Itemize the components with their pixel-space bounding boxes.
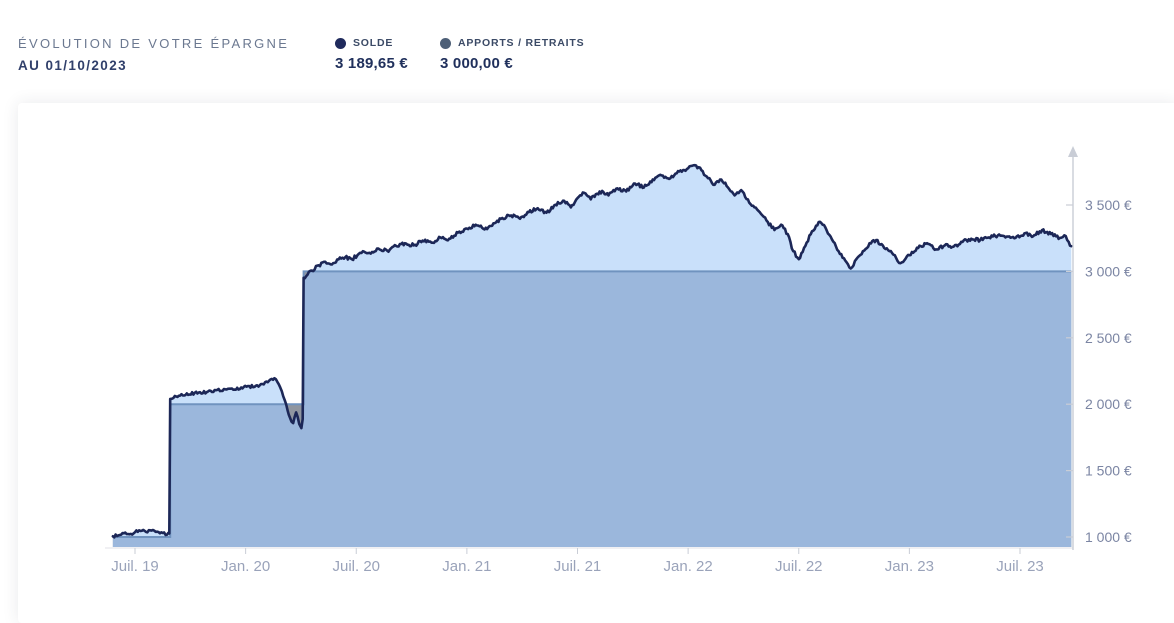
y-tick-label: 1 500 € [1085, 463, 1132, 479]
y-tick-label: 2 500 € [1085, 330, 1132, 346]
apports-line [112, 270, 1072, 538]
solde-line [111, 163, 1073, 539]
x-tick-label: Juil. 19 [111, 558, 159, 575]
legend-item-solde[interactable]: SOLDE 3 189,65 € [335, 37, 408, 72]
y-tick-label: 3 500 € [1085, 197, 1132, 213]
x-tick-label: Jan. 20 [221, 558, 270, 575]
y-tick-label: 1 000 € [1085, 529, 1132, 545]
page-header: ÉVOLUTION DE VOTRE ÉPARGNE AU 01/10/2023 [18, 36, 289, 73]
x-tick-label: Juil. 23 [996, 558, 1044, 575]
legend-row: APPORTS / RETRAITS [440, 37, 584, 49]
y-tick-label: 3 000 € [1085, 263, 1132, 279]
savings-area-chart[interactable]: Juil. 19 Jan. 20 Juil. 20 Jan. 21 Juil. 21 Ja… [18, 103, 1174, 603]
x-tick-label: Juil. 21 [554, 558, 602, 575]
savings-chart-card: Juil. 19 Jan. 20 Juil. 20 Jan. 21 Juil. 21 Ja… [18, 103, 1174, 623]
legend-row: SOLDE [335, 37, 408, 49]
x-tick-label: Jan. 23 [885, 558, 934, 575]
x-tick-label: Juil. 22 [775, 558, 823, 575]
apports-area-fill [112, 271, 1072, 547]
solde-legend-value: 3 189,65 € [335, 55, 408, 72]
x-tick-label: Jan. 21 [442, 558, 491, 575]
solde-legend-label: SOLDE [353, 37, 394, 49]
apports-legend-dot-icon [440, 37, 451, 49]
page-title: ÉVOLUTION DE VOTRE ÉPARGNE [18, 36, 290, 51]
page-subtitle-date: AU 01/10/2023 [18, 58, 128, 73]
x-tick-label: Juil. 20 [332, 558, 380, 575]
apports-legend-label: APPORTS / RETRAITS [458, 37, 585, 49]
apports-legend-value: 3 000,00 € [440, 55, 513, 72]
solde-legend-dot-icon [335, 37, 346, 49]
x-tick-label: Jan. 22 [664, 558, 713, 575]
legend-item-apports[interactable]: APPORTS / RETRAITS 3 000,00 € [440, 37, 584, 72]
y-tick-label: 2 000 € [1085, 396, 1132, 412]
y-axis-arrow-icon [1068, 146, 1078, 157]
page: { "header": { "title": "ÉVOLUTION DE VOT… [18, 36, 1132, 575]
